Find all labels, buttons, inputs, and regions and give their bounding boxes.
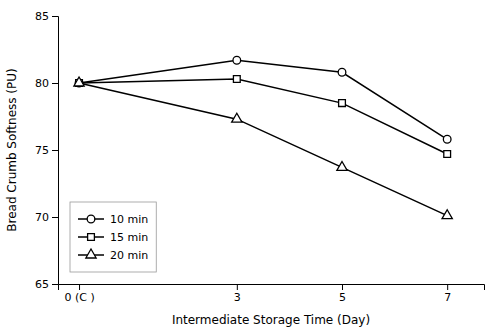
legend-marker xyxy=(87,215,95,223)
series-marker xyxy=(339,100,346,107)
series-marker xyxy=(444,151,451,158)
legend-marker xyxy=(88,234,95,241)
x-tick: 3 xyxy=(234,284,241,304)
legend-marker xyxy=(86,249,96,258)
series-marker xyxy=(442,210,452,219)
y-tick-label: 80 xyxy=(35,77,49,90)
x-tick: 7 xyxy=(444,284,451,304)
series-marker xyxy=(233,56,241,64)
y-axis-title: Bread Crumb Softness (PU) xyxy=(5,68,19,231)
x-axis-line xyxy=(59,285,485,291)
legend: 10 min 15 min 20 min xyxy=(70,202,156,272)
y-tick: 65 xyxy=(35,278,58,291)
x-axis-title: Intermediate Storage Time (Day) xyxy=(172,313,370,327)
y-tick-mark xyxy=(52,284,58,285)
y-tick-mark xyxy=(52,83,58,84)
plot: 0 (C ) 3 5 7 65 70 75 80 85 10 min 15 min 20 min xyxy=(35,10,485,304)
series-group xyxy=(74,56,452,218)
y-tick-mark xyxy=(52,217,58,218)
legend-label: 10 min xyxy=(110,213,148,226)
series-line xyxy=(79,83,447,216)
x-tick-mark xyxy=(79,284,80,290)
series-marker xyxy=(233,76,240,83)
legend-label: 15 min xyxy=(110,231,148,244)
y-tick-mark xyxy=(52,150,58,151)
legend-label: 20 min xyxy=(110,249,148,262)
y-tick: 75 xyxy=(35,144,58,157)
x-axis: 0 (C ) 3 5 7 xyxy=(59,284,485,304)
x-tick-mark xyxy=(447,284,448,290)
series-line xyxy=(79,79,447,154)
x-tick: 5 xyxy=(339,284,346,304)
y-tick: 85 xyxy=(35,10,58,23)
y-tick-label: 85 xyxy=(35,10,49,23)
y-tick-label: 75 xyxy=(35,144,49,157)
y-axis: 65 70 75 80 85 xyxy=(35,10,59,291)
y-tick: 70 xyxy=(35,211,58,224)
x-tick-label: 0 (C ) xyxy=(64,291,94,304)
chart: 0 (C ) 3 5 7 65 70 75 80 85 10 min 15 min 20 min Int… xyxy=(0,0,500,332)
y-tick-mark xyxy=(52,16,58,17)
x-tick-label: 7 xyxy=(444,291,451,304)
x-tick-mark xyxy=(237,284,238,290)
y-axis-line xyxy=(52,17,59,285)
series-marker xyxy=(443,135,451,143)
y-tick: 80 xyxy=(35,77,58,90)
series-marker xyxy=(232,113,242,122)
series-marker xyxy=(74,77,84,86)
x-tick-mark xyxy=(342,284,343,290)
legend-box xyxy=(70,202,156,272)
series-marker xyxy=(338,68,346,76)
y-tick-label: 65 xyxy=(35,278,49,291)
x-tick-label: 5 xyxy=(339,291,346,304)
y-tick-label: 70 xyxy=(35,211,49,224)
series-marker xyxy=(337,161,347,170)
x-tick: 0 (C ) xyxy=(64,284,94,304)
x-tick-label: 3 xyxy=(234,291,241,304)
